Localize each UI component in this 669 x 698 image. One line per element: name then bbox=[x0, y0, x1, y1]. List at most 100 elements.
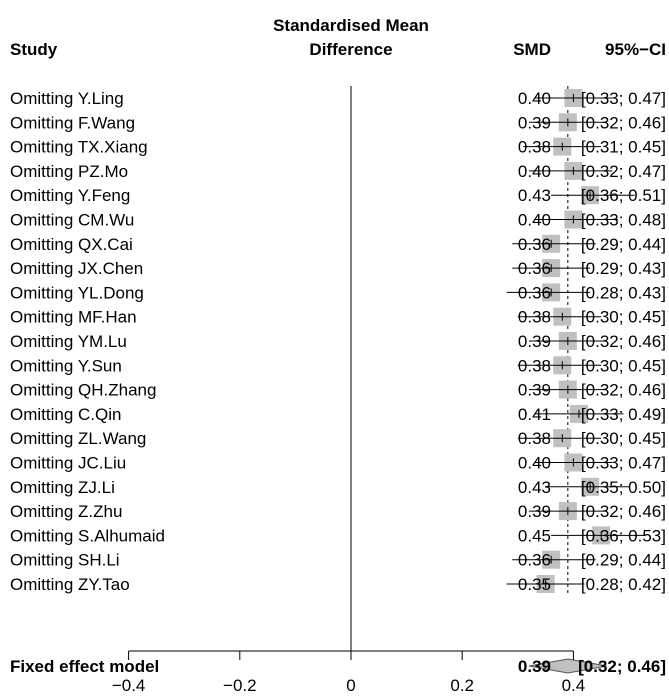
study-ci-value: [0.32; 0.46] bbox=[581, 381, 666, 400]
study-ci-value: [0.33; 0.47] bbox=[581, 454, 666, 473]
study-ci-value: [0.33; 0.47] bbox=[581, 89, 666, 108]
study-smd-value: 0.40 bbox=[518, 454, 551, 473]
study-smd-value: 0.43 bbox=[518, 478, 551, 497]
study-ci-value: [0.33; 0.49] bbox=[581, 405, 666, 424]
study-row: Omitting QX.Cai 0.36 [0.29; 0.44] bbox=[10, 234, 666, 254]
study-label: Omitting JC.Liu bbox=[10, 454, 126, 473]
study-row: Omitting Y.Feng 0.43 [0.36; 0.51] bbox=[10, 186, 666, 205]
study-row: Omitting JC.Liu 0.40 [0.33; 0.47] bbox=[10, 453, 666, 473]
ci-column-header: 95%−CI bbox=[605, 40, 666, 59]
study-label: Omitting S.Alhumaid bbox=[10, 526, 165, 545]
study-row: Omitting YL.Dong 0.36 [0.28; 0.43] bbox=[10, 283, 666, 302]
study-label: Omitting Y.Feng bbox=[10, 186, 130, 205]
study-smd-value: 0.38 bbox=[518, 308, 551, 327]
study-smd-value: 0.39 bbox=[518, 113, 551, 132]
study-label: Omitting MF.Han bbox=[10, 308, 137, 327]
study-ci-value: [0.29; 0.43] bbox=[581, 259, 666, 278]
study-row: Omitting C.Qin 0.41 [0.33; 0.49] bbox=[10, 404, 666, 424]
study-row: Omitting Y.Sun 0.38 [0.30; 0.45] bbox=[10, 356, 666, 375]
study-label: Omitting JX.Chen bbox=[10, 259, 143, 278]
x-tick-label: −0.4 bbox=[112, 676, 146, 695]
study-row: Omitting YM.Lu 0.39 [0.32; 0.46] bbox=[10, 332, 666, 351]
study-ci-value: [0.32; 0.46] bbox=[581, 502, 666, 521]
pooled-ci-value: [0.32; 0.46] bbox=[578, 657, 666, 676]
study-rows: Omitting Y.Ling 0.40 [0.33; 0.47]Omitting … bbox=[10, 89, 666, 594]
study-ci-value: [0.32; 0.46] bbox=[581, 332, 666, 351]
study-label: Omitting SH.Li bbox=[10, 551, 120, 570]
study-smd-value: 0.43 bbox=[518, 186, 551, 205]
study-label: Omitting CM.Wu bbox=[10, 211, 134, 230]
study-label: Omitting Y.Sun bbox=[10, 356, 122, 375]
study-smd-value: 0.38 bbox=[518, 356, 551, 375]
study-row: Omitting PZ.Mo 0.40 [0.32; 0.47] bbox=[10, 161, 666, 181]
study-row: Omitting ZJ.Li 0.43 [0.35; 0.50] bbox=[10, 477, 666, 497]
study-ci-value: [0.29; 0.44] bbox=[581, 551, 666, 570]
study-smd-value: 0.45 bbox=[518, 526, 551, 545]
study-label: Omitting Y.Ling bbox=[10, 89, 124, 108]
study-smd-value: 0.41 bbox=[518, 405, 551, 424]
study-label: Omitting ZL.Wang bbox=[10, 429, 146, 448]
study-column-header: Study bbox=[10, 40, 58, 59]
x-axis: −0.4 −0.2 0 0.2 0.4 bbox=[112, 650, 586, 695]
study-smd-value: 0.39 bbox=[518, 502, 551, 521]
study-label: Omitting YL.Dong bbox=[10, 283, 144, 302]
study-ci-value: [0.31; 0.45] bbox=[581, 138, 666, 157]
pooled-smd-value: 0.39 bbox=[518, 657, 551, 676]
study-smd-value: 0.40 bbox=[518, 211, 551, 230]
study-smd-value: 0.39 bbox=[518, 381, 551, 400]
effect-header-line2: Difference bbox=[309, 40, 392, 59]
study-row: Omitting SH.Li 0.36 [0.29; 0.44] bbox=[10, 550, 666, 570]
pooled-row: Fixed effect model 0.39 [0.32; 0.46] bbox=[10, 657, 666, 676]
pooled-label: Fixed effect model bbox=[10, 657, 159, 676]
study-row: Omitting QH.Zhang 0.39 [0.32; 0.46] bbox=[10, 380, 666, 400]
study-ci-value: [0.32; 0.46] bbox=[581, 113, 666, 132]
study-label: Omitting YM.Lu bbox=[10, 332, 127, 351]
study-label: Omitting F.Wang bbox=[10, 113, 135, 132]
study-ci-value: [0.32; 0.47] bbox=[581, 162, 666, 181]
study-smd-value: 0.36 bbox=[518, 551, 551, 570]
study-row: Omitting JX.Chen 0.36 [0.29; 0.43] bbox=[10, 259, 666, 278]
effect-header-line1: Standardised Mean bbox=[273, 16, 429, 35]
study-smd-value: 0.35 bbox=[518, 575, 551, 594]
study-ci-value: [0.35; 0.50] bbox=[581, 478, 666, 497]
study-label: Omitting C.Qin bbox=[10, 405, 121, 424]
study-ci-value: [0.29; 0.44] bbox=[581, 235, 666, 254]
x-tick-label: 0 bbox=[346, 676, 355, 695]
pooled-diamond bbox=[528, 658, 607, 674]
study-row: Omitting Z.Zhu 0.39 [0.32; 0.46] bbox=[10, 502, 666, 521]
study-ci-value: [0.28; 0.42] bbox=[581, 575, 666, 594]
x-tick-label: 0.2 bbox=[450, 676, 474, 695]
study-smd-value: 0.36 bbox=[518, 235, 551, 254]
study-smd-value: 0.36 bbox=[518, 259, 551, 278]
study-label: Omitting PZ.Mo bbox=[10, 162, 128, 181]
study-ci-value: [0.30; 0.45] bbox=[581, 429, 666, 448]
study-ci-value: [0.36; 0.53] bbox=[581, 526, 666, 545]
study-ci-value: [0.28; 0.43] bbox=[581, 283, 666, 302]
study-smd-value: 0.36 bbox=[518, 283, 551, 302]
study-smd-value: 0.39 bbox=[518, 332, 551, 351]
smd-column-header: SMD bbox=[513, 40, 551, 59]
study-smd-value: 0.40 bbox=[518, 162, 551, 181]
study-label: Omitting QX.Cai bbox=[10, 235, 133, 254]
study-ci-value: [0.30; 0.45] bbox=[581, 308, 666, 327]
study-label: Omitting ZJ.Li bbox=[10, 478, 115, 497]
study-smd-value: 0.38 bbox=[518, 138, 551, 157]
study-label: Omitting Z.Zhu bbox=[10, 502, 122, 521]
study-row: Omitting ZL.Wang 0.38 [0.30; 0.45] bbox=[10, 429, 666, 448]
study-label: Omitting TX.Xiang bbox=[10, 138, 148, 157]
study-row: Omitting TX.Xiang 0.38 [0.31; 0.45] bbox=[10, 137, 666, 157]
study-label: Omitting QH.Zhang bbox=[10, 381, 156, 400]
study-smd-value: 0.38 bbox=[518, 429, 551, 448]
x-tick-label: 0.4 bbox=[562, 676, 586, 695]
study-row: Omitting MF.Han 0.38 [0.30; 0.45] bbox=[10, 307, 666, 327]
study-ci-value: [0.36; 0.51] bbox=[581, 186, 666, 205]
study-label: Omitting ZY.Tao bbox=[10, 575, 130, 594]
study-ci-value: [0.30; 0.45] bbox=[581, 356, 666, 375]
study-row: Omitting CM.Wu 0.40 [0.33; 0.48] bbox=[10, 210, 666, 230]
x-tick-label: −0.2 bbox=[223, 676, 257, 695]
study-row: Omitting S.Alhumaid 0.45 [0.36; 0.53] bbox=[10, 526, 666, 545]
study-row: Omitting Y.Ling 0.40 [0.33; 0.47] bbox=[10, 89, 666, 108]
study-smd-value: 0.40 bbox=[518, 89, 551, 108]
study-row: Omitting F.Wang 0.39 [0.32; 0.46] bbox=[10, 113, 666, 132]
